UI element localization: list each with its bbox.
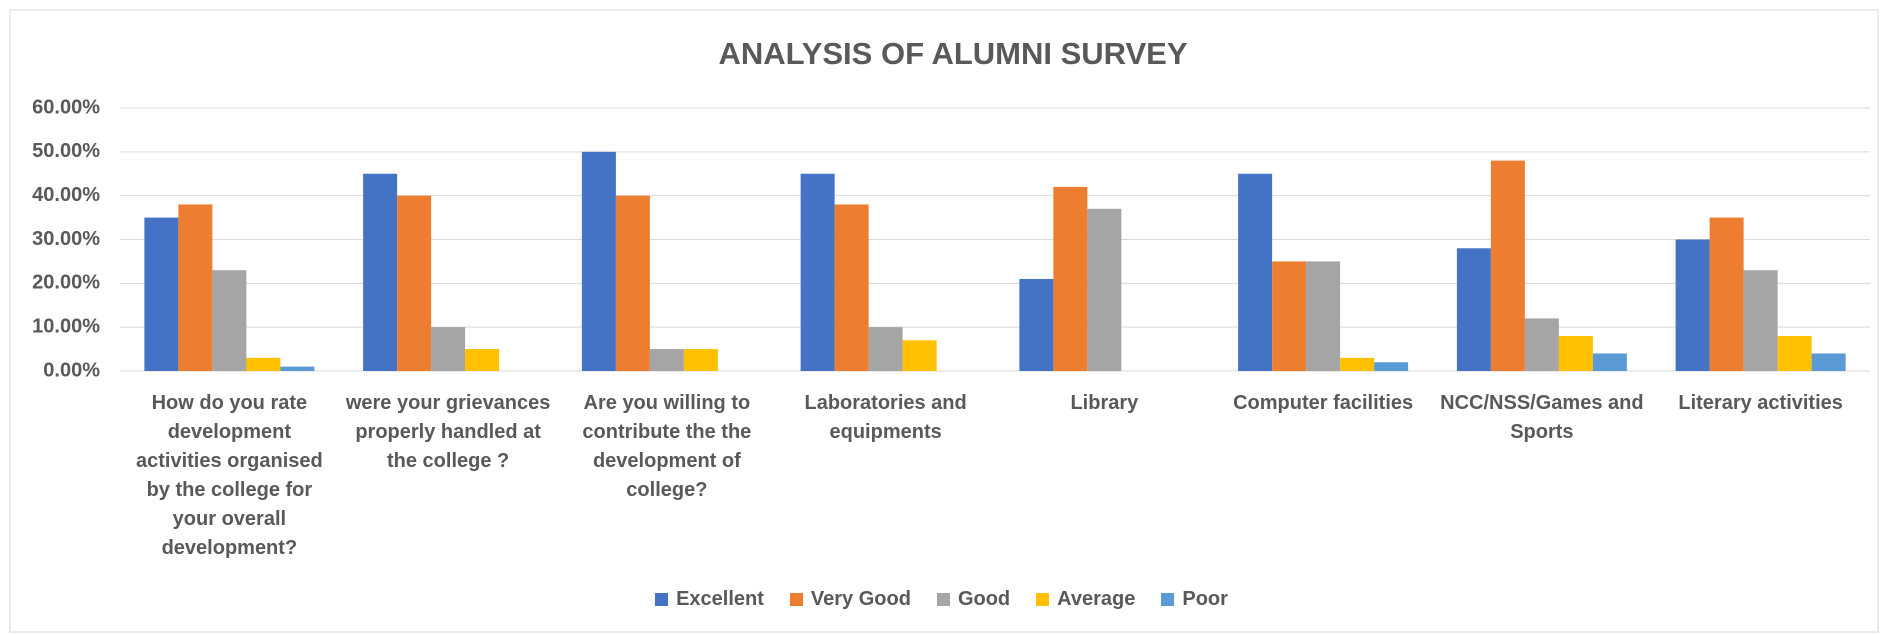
- bar: [1743, 270, 1778, 371]
- legend-item: Excellent: [655, 588, 764, 611]
- bar: [1811, 353, 1846, 371]
- bar: [1340, 357, 1375, 371]
- bar: [1272, 261, 1307, 371]
- bar: [1374, 362, 1409, 371]
- chart-border: [9, 9, 1879, 633]
- y-tick-label: 30.00%: [32, 228, 100, 250]
- legend-item: Average: [1036, 588, 1135, 611]
- bar: [1709, 217, 1744, 371]
- y-tick-label: 40.00%: [32, 184, 100, 206]
- bar: [615, 195, 650, 371]
- x-tick-label: How do you rate development activities o…: [136, 392, 323, 559]
- y-tick-label: 20.00%: [32, 272, 100, 294]
- bar: [397, 195, 432, 371]
- bar: [683, 349, 718, 371]
- legend: Excellent Very Good Good Average Poor: [0, 588, 1883, 611]
- bar: [465, 349, 500, 371]
- bar: [581, 151, 616, 371]
- bar: [1306, 261, 1341, 371]
- x-tick-label: Laboratories and equipments: [804, 392, 967, 443]
- legend-item: Good: [936, 588, 1011, 611]
- bar: [834, 204, 869, 371]
- legend-label: Average: [1057, 588, 1136, 610]
- legend-item: Very Good: [789, 588, 911, 611]
- bar: [212, 270, 247, 371]
- bar: [649, 349, 684, 371]
- legend-item: Poor: [1161, 588, 1228, 611]
- legend-label: Excellent: [676, 588, 764, 610]
- bar: [178, 204, 213, 371]
- bar: [1053, 186, 1088, 371]
- y-tick-label: 0.00%: [43, 359, 100, 381]
- x-tick-label: were your grievances properly handled at…: [345, 392, 551, 472]
- x-tick-label: Literary activities: [1678, 392, 1843, 414]
- bar: [1456, 248, 1491, 371]
- legend-label: Good: [957, 588, 1011, 610]
- legend-swatch: [789, 593, 803, 606]
- bar: [144, 217, 179, 371]
- bar: [280, 366, 315, 371]
- legend-swatch: [1161, 593, 1175, 606]
- legend-swatch: [936, 593, 950, 606]
- legend-label: Very Good: [810, 588, 911, 610]
- y-tick-label: 50.00%: [32, 140, 100, 162]
- bar: [431, 327, 466, 371]
- bar: [868, 327, 903, 371]
- legend-label: Poor: [1182, 588, 1228, 610]
- bar: [1019, 278, 1054, 371]
- bar: [800, 173, 835, 371]
- y-tick-label: 60.00%: [32, 96, 100, 118]
- chart-title: ANALYSIS OF ALUMNI SURVEY: [718, 36, 1187, 71]
- x-tick-label: NCC/NSS/Games and Sports: [1440, 392, 1644, 443]
- legend-swatch: [655, 593, 669, 606]
- bar: [1777, 335, 1812, 371]
- bar: [1238, 173, 1273, 371]
- bar: [363, 173, 398, 371]
- bar: [1558, 335, 1593, 371]
- legend-swatch: [1036, 593, 1050, 606]
- x-tick-label: Library: [1070, 392, 1139, 414]
- bar: [1524, 318, 1559, 371]
- bar: [1675, 239, 1710, 371]
- bar: [246, 357, 281, 371]
- bar: [1490, 160, 1525, 371]
- x-tick-label: Are you willing to contribute the the de…: [582, 392, 752, 501]
- x-tick-label: Computer facilities: [1233, 392, 1414, 414]
- bar: [1087, 208, 1122, 371]
- y-tick-label: 10.00%: [32, 315, 100, 337]
- bar: [902, 340, 937, 371]
- bar: [1592, 353, 1627, 371]
